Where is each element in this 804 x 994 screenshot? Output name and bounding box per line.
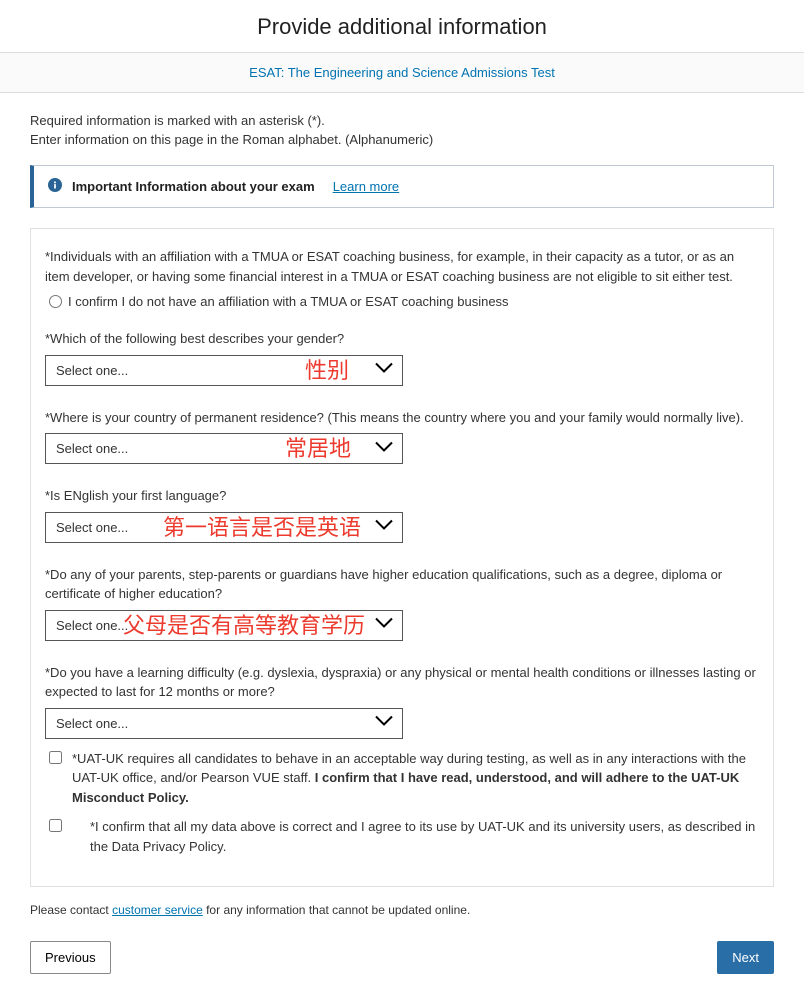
residence-select[interactable]: Select one... bbox=[45, 433, 403, 464]
roman-note: Enter information on this page in the Ro… bbox=[30, 132, 774, 147]
customer-service-link[interactable]: customer service bbox=[112, 903, 203, 917]
misconduct-checkbox[interactable] bbox=[49, 751, 62, 764]
learn-more-link[interactable]: Learn more bbox=[333, 179, 399, 194]
info-icon bbox=[48, 178, 62, 195]
misconduct-text: *UAT-UK requires all candidates to behav… bbox=[72, 749, 759, 808]
english-value: Select one... bbox=[56, 520, 128, 535]
subheader: ESAT: The Engineering and Science Admiss… bbox=[0, 52, 804, 93]
difficulty-value: Select one... bbox=[56, 716, 128, 731]
gender-label: *Which of the following best describes y… bbox=[45, 329, 759, 349]
gender-value: Select one... bbox=[56, 363, 128, 378]
difficulty-label: *Do you have a learning difficulty (e.g.… bbox=[45, 663, 759, 702]
contact-post: for any information that cannot be updat… bbox=[203, 903, 471, 917]
gender-select[interactable]: Select one... bbox=[45, 355, 403, 386]
page-title: Provide additional information bbox=[0, 0, 804, 52]
residence-label: *Where is your country of permanent resi… bbox=[45, 408, 759, 428]
privacy-checkbox[interactable] bbox=[49, 819, 62, 832]
affiliation-radio[interactable] bbox=[49, 295, 62, 308]
info-text: Important Information about your exam bbox=[72, 179, 315, 194]
required-note: Required information is marked with an a… bbox=[30, 113, 774, 128]
contact-text: Please contact customer service for any … bbox=[30, 903, 774, 917]
previous-button[interactable]: Previous bbox=[30, 941, 111, 974]
affiliation-label: I confirm I do not have an affiliation w… bbox=[68, 294, 509, 309]
english-select[interactable]: Select one... bbox=[45, 512, 403, 543]
info-box: Important Information about your exam Le… bbox=[30, 165, 774, 208]
exam-link[interactable]: ESAT: The Engineering and Science Admiss… bbox=[0, 53, 804, 92]
parents-select[interactable]: Select one... bbox=[45, 610, 403, 641]
next-button[interactable]: Next bbox=[717, 941, 774, 974]
parents-value: Select one... bbox=[56, 618, 128, 633]
difficulty-select[interactable]: Select one... bbox=[45, 708, 403, 739]
privacy-text: *I confirm that all my data above is cor… bbox=[90, 817, 759, 856]
form-panel: *Individuals with an affiliation with a … bbox=[30, 228, 774, 887]
contact-pre: Please contact bbox=[30, 903, 112, 917]
parents-label: *Do any of your parents, step-parents or… bbox=[45, 565, 759, 604]
eligibility-text: *Individuals with an affiliation with a … bbox=[45, 247, 759, 286]
english-label: *Is ENglish your first language? bbox=[45, 486, 759, 506]
residence-value: Select one... bbox=[56, 441, 128, 456]
